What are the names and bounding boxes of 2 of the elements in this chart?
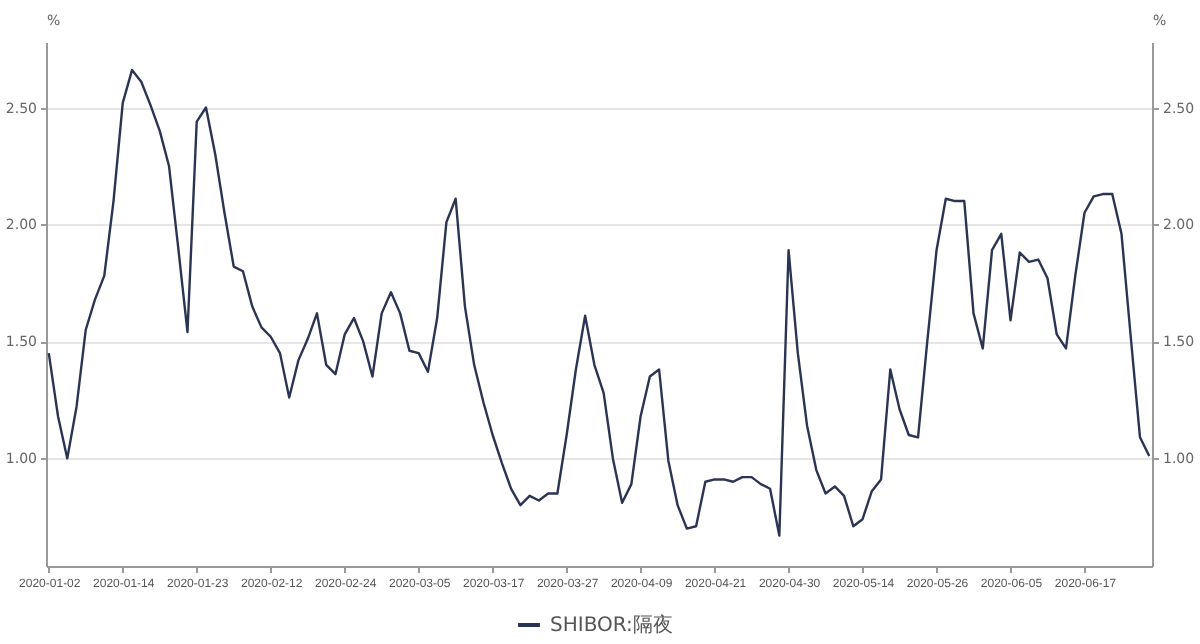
legend-label: SHIBOR:隔夜 (550, 613, 673, 637)
line-series (47, 68, 1151, 537)
